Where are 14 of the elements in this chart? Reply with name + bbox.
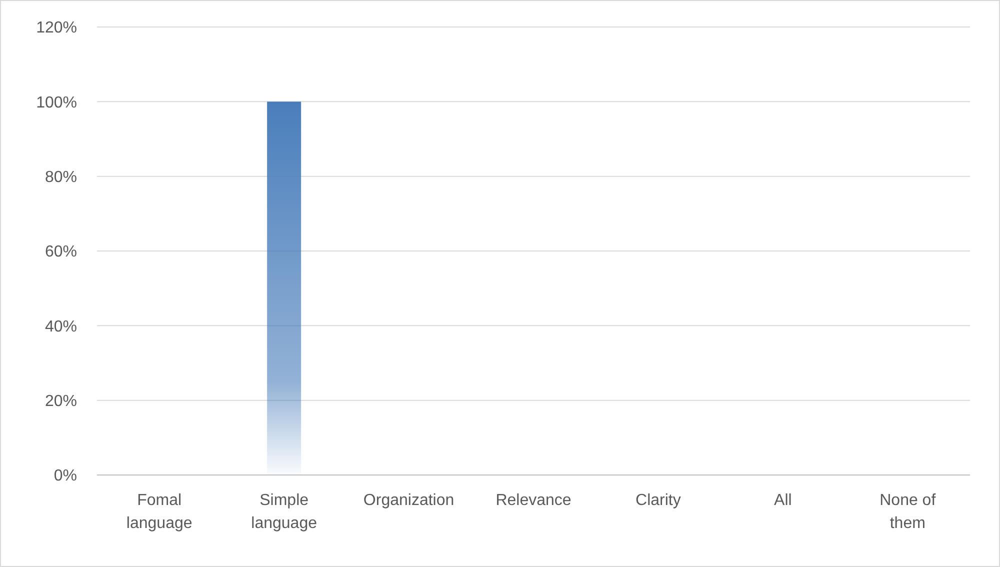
- x-tick-label: Relevance: [496, 492, 572, 509]
- y-tick-label: 80%: [44, 168, 77, 186]
- y-tick-label: 40%: [44, 318, 77, 336]
- y-tick-label: 100%: [36, 94, 77, 112]
- y-tick-label: 120%: [36, 20, 77, 37]
- y-tick-label: 0%: [54, 468, 77, 485]
- x-tick-label: Clarity: [636, 492, 681, 509]
- x-tick-label: All: [774, 492, 792, 509]
- x-tick-label: Organization: [363, 492, 454, 509]
- x-tick-label: None of them: [880, 492, 936, 532]
- y-tick-label: 60%: [44, 244, 77, 261]
- x-tick-label: Fomal language: [126, 492, 192, 532]
- x-tick-label: Simple language: [251, 492, 318, 532]
- y-tick-label: 20%: [44, 392, 77, 410]
